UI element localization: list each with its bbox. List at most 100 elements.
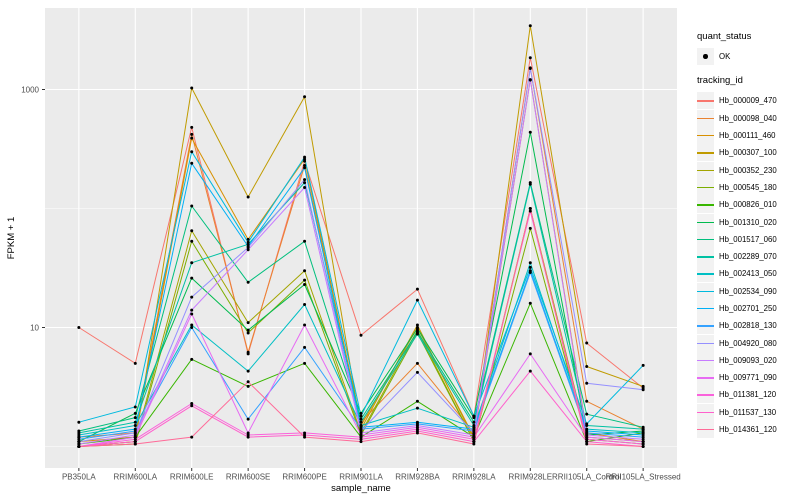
data-point bbox=[77, 442, 81, 446]
legend-color-line bbox=[697, 411, 714, 414]
x-tick-label: RRIM928BA bbox=[395, 473, 440, 482]
data-point bbox=[190, 150, 194, 154]
data-point bbox=[472, 420, 476, 424]
data-point bbox=[641, 427, 645, 431]
legend-label: Hb_002818_130 bbox=[719, 321, 777, 331]
data-point bbox=[303, 178, 307, 182]
data-point bbox=[641, 363, 645, 367]
line-key-icon bbox=[697, 317, 714, 335]
data-point bbox=[472, 433, 476, 437]
legend-label: Hb_002701_250 bbox=[719, 304, 777, 313]
legend-label-ok: OK bbox=[719, 52, 731, 62]
x-axis-title: sample_name bbox=[331, 483, 391, 494]
legend-label: Hb_004920_080 bbox=[719, 338, 777, 348]
legend-color-line bbox=[697, 273, 714, 275]
legend-color-line bbox=[697, 377, 714, 379]
data-point bbox=[415, 323, 419, 327]
data-point bbox=[77, 326, 81, 329]
legend-color-line bbox=[697, 135, 714, 137]
legend-label: Hb_011537_130 bbox=[719, 407, 777, 417]
data-point bbox=[133, 435, 137, 439]
legend-label: Hb_000009_470 bbox=[719, 96, 777, 106]
line-key-icon bbox=[697, 178, 714, 196]
data-point bbox=[585, 399, 589, 403]
data-point bbox=[641, 437, 645, 441]
legend-item: Hb_011381_120 bbox=[697, 386, 797, 404]
legend-spacer bbox=[697, 65, 797, 75]
black-dot-icon bbox=[703, 54, 708, 59]
data-point bbox=[528, 182, 532, 186]
data-point bbox=[77, 445, 81, 448]
data-point bbox=[133, 411, 137, 415]
line-key-icon bbox=[697, 213, 714, 231]
legend-tracking-items: Hb_000009_470 Hb_000098_040 Hb_000111_460 H… bbox=[697, 92, 797, 439]
data-point bbox=[585, 365, 589, 369]
data-point bbox=[190, 204, 194, 208]
data-point bbox=[303, 278, 307, 282]
legend-color-line bbox=[697, 359, 714, 362]
legend-label: Hb_011381_120 bbox=[719, 390, 777, 400]
data-point bbox=[190, 295, 194, 299]
data-point bbox=[585, 437, 589, 441]
data-point bbox=[190, 326, 194, 329]
line-key-icon bbox=[697, 421, 714, 439]
data-point bbox=[585, 341, 589, 345]
legend-color-line bbox=[697, 152, 714, 154]
legend-item: Hb_002701_250 bbox=[697, 300, 797, 317]
data-point bbox=[528, 67, 532, 71]
data-point bbox=[415, 332, 419, 336]
data-point bbox=[359, 433, 363, 437]
legend-item: Hb_000826_010 bbox=[697, 196, 797, 214]
data-point bbox=[415, 399, 419, 403]
data-point bbox=[190, 125, 194, 129]
legend-color-line bbox=[697, 290, 714, 293]
data-point bbox=[528, 56, 532, 60]
legend-color-line bbox=[697, 117, 714, 120]
data-point bbox=[359, 435, 363, 439]
data-point bbox=[472, 414, 476, 418]
data-point bbox=[246, 195, 250, 199]
data-point bbox=[528, 207, 532, 210]
data-point bbox=[246, 350, 250, 354]
data-point bbox=[133, 433, 137, 437]
legend-item: Hb_009771_090 bbox=[697, 369, 797, 387]
legend-item: Hb_002289_070 bbox=[697, 248, 797, 266]
data-point bbox=[303, 269, 307, 273]
data-point bbox=[77, 420, 81, 424]
data-point bbox=[246, 237, 250, 241]
data-point bbox=[246, 321, 250, 325]
x-tick-label: RRIM600PE bbox=[282, 473, 326, 482]
data-point bbox=[359, 437, 363, 441]
legend-item: Hb_004920_080 bbox=[697, 334, 797, 352]
data-point bbox=[246, 417, 250, 421]
legend-label: Hb_002534_090 bbox=[719, 286, 777, 296]
data-point bbox=[190, 136, 194, 140]
line-key-icon bbox=[697, 300, 714, 317]
data-point bbox=[415, 361, 419, 365]
data-point bbox=[585, 381, 589, 385]
line-key-icon bbox=[697, 369, 714, 387]
legend-item: Hb_000009_470 bbox=[697, 92, 797, 110]
y-axis-title: FPKM + 1 bbox=[6, 217, 17, 260]
data-point bbox=[303, 433, 307, 437]
line-key-icon bbox=[697, 334, 714, 352]
legend-title-quant-status: quant_status bbox=[697, 31, 752, 42]
legend-item: Hb_011537_130 bbox=[697, 403, 797, 421]
point-key-icon bbox=[697, 48, 714, 66]
data-point bbox=[190, 229, 194, 233]
data-point bbox=[190, 276, 194, 280]
data-point bbox=[359, 417, 363, 421]
data-point bbox=[472, 437, 476, 441]
data-point bbox=[303, 181, 307, 185]
legend-item: Hb_001310_020 bbox=[697, 213, 797, 231]
data-point bbox=[190, 132, 194, 136]
legend-item: Hb_000307_100 bbox=[697, 144, 797, 162]
line-key-icon bbox=[697, 403, 714, 421]
legend-color-line bbox=[697, 221, 714, 223]
legend-item: Hb_000111_460 bbox=[697, 127, 797, 145]
data-point bbox=[190, 239, 194, 243]
data-point bbox=[303, 166, 307, 170]
data-point bbox=[415, 298, 419, 302]
data-point bbox=[190, 435, 194, 439]
legend-label: Hb_000111_460 bbox=[719, 131, 776, 141]
